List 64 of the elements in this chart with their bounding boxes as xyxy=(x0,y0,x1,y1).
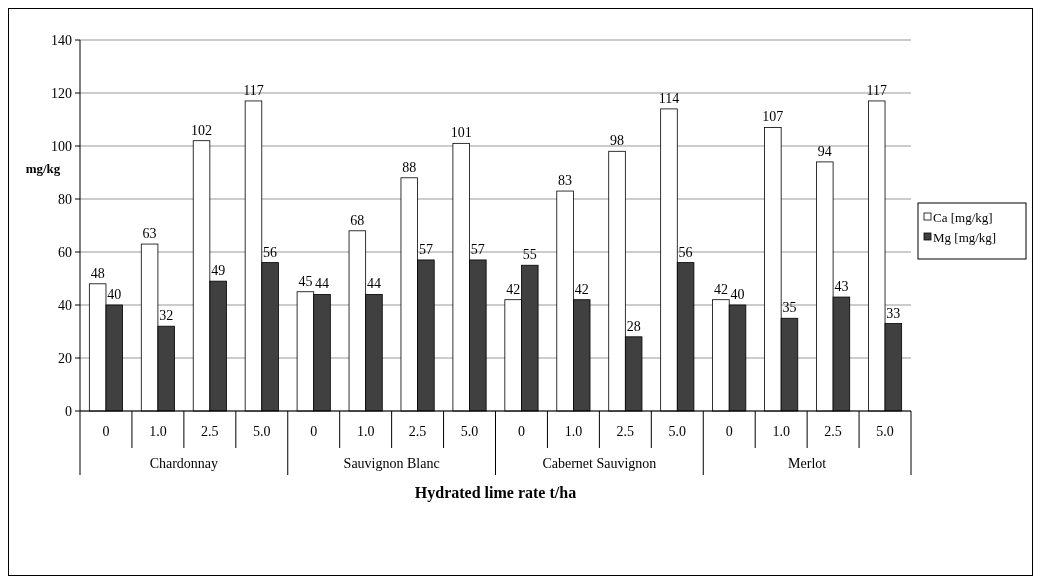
legend-label: Ca [mg/kg] xyxy=(933,210,993,225)
y-tick-label: 40 xyxy=(58,298,72,313)
data-label: 117 xyxy=(243,82,264,98)
x-tick-label: 5.0 xyxy=(460,424,479,439)
data-label: 102 xyxy=(191,122,213,138)
data-label: 49 xyxy=(211,263,226,279)
data-label: 28 xyxy=(626,318,641,334)
x-tick-label: 0 xyxy=(310,424,318,439)
text: Chardonnay xyxy=(149,456,219,471)
data-label: 32 xyxy=(159,308,174,324)
data-label: 114 xyxy=(658,90,680,106)
y-tick-label: 0 xyxy=(65,404,72,419)
y-tick-label: 140 xyxy=(51,33,72,48)
y-tick-label: 100 xyxy=(51,139,72,154)
data-label: 57 xyxy=(418,241,433,257)
data-label: 63 xyxy=(142,226,157,242)
x-tick-label: 0 xyxy=(517,424,525,439)
data-label: 40 xyxy=(107,287,122,302)
data-label: 107 xyxy=(762,109,784,125)
data-label: 40 xyxy=(730,287,745,302)
legend-label: Mg [mg/kg] xyxy=(933,230,997,245)
x-tick-label: 2.5 xyxy=(824,424,842,439)
x-tick-label: 0 xyxy=(725,424,733,439)
x-tick-label: 1.0 xyxy=(356,424,375,439)
data-label: 94 xyxy=(817,143,832,159)
data-label: 55 xyxy=(522,247,537,263)
x-tick-label: 1.0 xyxy=(772,424,790,439)
data-label: 83 xyxy=(558,173,573,189)
data-label: 44 xyxy=(366,276,381,292)
data-label: 57 xyxy=(470,241,485,257)
y-axis-title: mg/kg xyxy=(25,161,61,176)
data-label: 68 xyxy=(350,212,365,228)
data-label: 56 xyxy=(263,244,278,260)
y-tick-label: 120 xyxy=(51,86,72,101)
x-tick-label: 2.5 xyxy=(616,424,635,439)
data-label: 117 xyxy=(866,82,887,98)
y-tick-label: 60 xyxy=(58,245,72,260)
x-tick-label: 5.0 xyxy=(876,424,894,439)
data-label: 101 xyxy=(450,125,472,141)
y-tick-label: 20 xyxy=(58,351,72,366)
x-tick-label: 0 xyxy=(102,424,110,439)
data-label: 33 xyxy=(886,305,901,321)
y-tick-label: 80 xyxy=(58,192,72,207)
x-tick-label: 1.0 xyxy=(564,424,583,439)
data-label: 88 xyxy=(402,159,417,175)
text: Merlot xyxy=(788,456,827,471)
text: Sauvignon Blanc xyxy=(343,456,440,471)
text: Cabernet Sauvignon xyxy=(542,456,657,471)
x-tick-label: 1.0 xyxy=(149,424,167,439)
data-label: 35 xyxy=(782,300,797,316)
x-tick-label: 2.5 xyxy=(201,424,219,439)
data-label: 42 xyxy=(506,281,521,297)
data-label: 48 xyxy=(90,265,105,281)
x-axis-title: Hydrated lime rate t/ha xyxy=(414,484,577,502)
data-label: 42 xyxy=(713,281,728,297)
data-label: 44 xyxy=(315,276,330,292)
x-tick-label: 5.0 xyxy=(253,424,271,439)
x-tick-label: 5.0 xyxy=(668,424,687,439)
data-label: 56 xyxy=(678,244,693,260)
data-label: 42 xyxy=(574,281,589,297)
data-label: 45 xyxy=(298,273,313,289)
data-label: 43 xyxy=(834,279,849,295)
data-label: 98 xyxy=(610,133,625,149)
x-tick-label: 2.5 xyxy=(408,424,427,439)
